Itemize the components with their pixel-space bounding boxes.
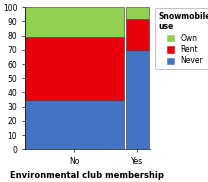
- Bar: [126, 7, 149, 19]
- Legend: Own, Rent, Never: Own, Rent, Never: [155, 8, 208, 69]
- Bar: [126, 19, 149, 50]
- Bar: [25, 7, 124, 37]
- Bar: [25, 100, 124, 149]
- X-axis label: Environmental club membership: Environmental club membership: [10, 171, 164, 180]
- Bar: [126, 50, 149, 149]
- Bar: [25, 37, 124, 100]
